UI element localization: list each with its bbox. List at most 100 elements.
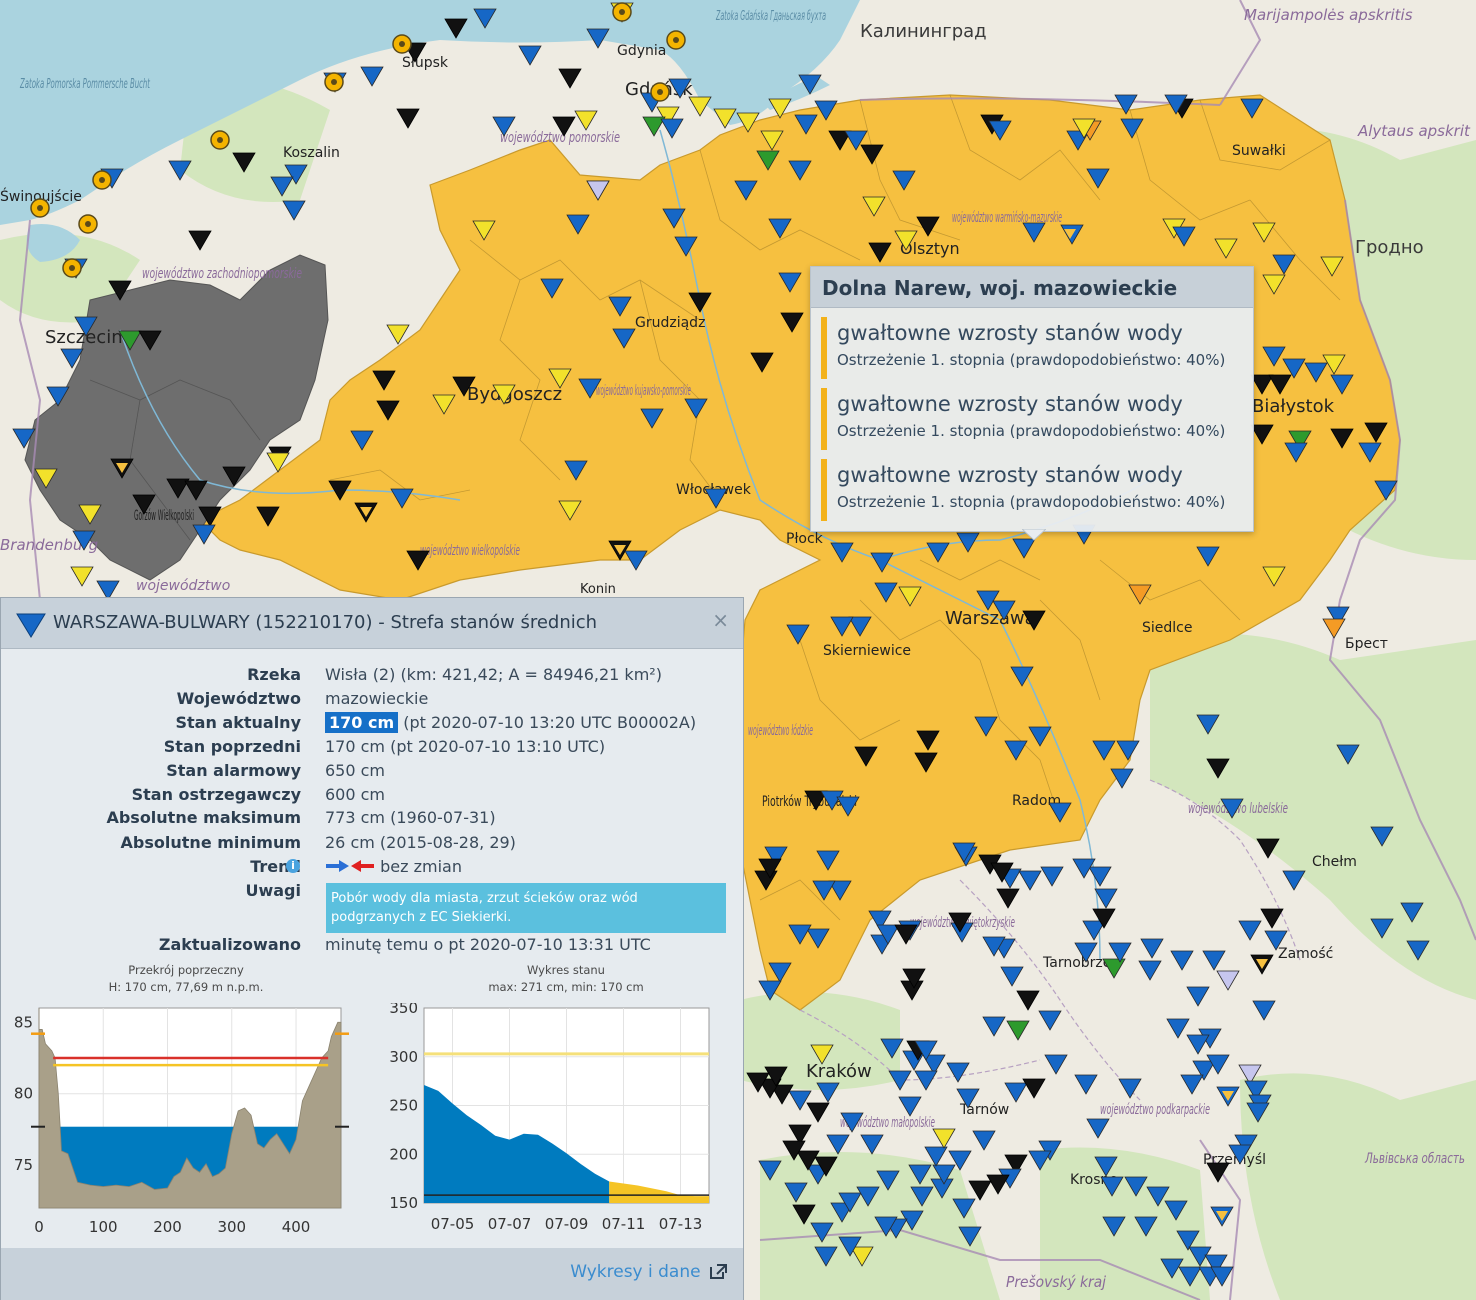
station-marker[interactable] [1228, 1144, 1252, 1165]
station-marker[interactable] [830, 616, 854, 637]
station-marker[interactable] [60, 348, 84, 369]
station-marker[interactable] [1120, 118, 1144, 139]
station-marker[interactable] [1044, 1054, 1068, 1075]
station-marker[interactable] [828, 880, 852, 901]
station-marker[interactable] [1010, 666, 1034, 687]
station-marker[interactable] [492, 384, 516, 405]
station-marker[interactable] [1206, 1054, 1230, 1075]
station-marker[interactable] [916, 730, 940, 751]
station-marker[interactable] [1358, 442, 1382, 463]
station-marker[interactable] [1108, 942, 1132, 963]
station-marker[interactable] [1102, 1216, 1126, 1237]
station-marker[interactable] [473, 8, 497, 29]
station-marker[interactable] [1196, 714, 1220, 735]
station-marker[interactable] [1038, 1140, 1062, 1161]
station-marker[interactable] [758, 858, 782, 879]
station-marker[interactable] [192, 524, 216, 545]
station-marker[interactable] [814, 100, 838, 121]
station-marker[interactable] [12, 428, 36, 449]
station-marker[interactable] [396, 108, 420, 129]
station-marker[interactable] [958, 1226, 982, 1247]
station-marker[interactable] [788, 1124, 812, 1145]
station-marker[interactable] [1186, 986, 1210, 1007]
station-marker[interactable] [548, 368, 572, 389]
station-marker[interactable] [988, 120, 1012, 141]
station-marker[interactable] [1256, 838, 1280, 859]
station-marker[interactable] [756, 150, 780, 171]
station-marker[interactable] [1196, 546, 1220, 567]
station-marker[interactable] [662, 208, 686, 229]
station-marker[interactable] [1094, 888, 1118, 909]
station-marker[interactable] [768, 218, 792, 239]
station-marker[interactable] [1336, 744, 1360, 765]
station-marker[interactable] [792, 1204, 816, 1225]
station-marker[interactable] [564, 460, 588, 481]
station-marker[interactable] [1264, 930, 1288, 951]
station-marker[interactable] [1250, 424, 1274, 445]
station-marker[interactable] [914, 1040, 938, 1061]
station-marker[interactable] [1082, 920, 1106, 941]
station-marker[interactable] [856, 1186, 880, 1207]
station-marker[interactable] [952, 842, 976, 863]
station-marker[interactable] [1040, 866, 1064, 887]
station-marker[interactable] [952, 1198, 976, 1219]
station-marker[interactable] [924, 1146, 948, 1167]
station-marker[interactable] [1100, 1176, 1124, 1197]
station-marker[interactable] [768, 98, 792, 119]
station-marker[interactable] [788, 160, 812, 181]
station-marker[interactable] [910, 1186, 934, 1207]
station-marker[interactable] [704, 488, 728, 509]
station-marker[interactable] [444, 18, 468, 39]
station-marker[interactable] [1018, 870, 1042, 891]
station-marker[interactable] [188, 230, 212, 251]
station-marker[interactable] [1088, 866, 1112, 887]
station-marker[interactable] [932, 1128, 956, 1149]
station-marker[interactable] [78, 504, 102, 525]
station-marker[interactable] [1206, 1162, 1230, 1183]
station-marker[interactable] [1086, 1118, 1110, 1139]
station-marker[interactable] [1238, 920, 1262, 941]
station-marker[interactable] [1092, 740, 1116, 761]
station-marker[interactable] [138, 330, 162, 351]
station-marker[interactable] [844, 130, 868, 151]
station-marker[interactable] [902, 968, 926, 989]
station-marker[interactable] [874, 582, 898, 603]
station-marker[interactable] [1140, 938, 1164, 959]
station-marker[interactable] [1406, 940, 1430, 961]
station-marker[interactable] [1022, 1078, 1046, 1099]
station-marker[interactable] [540, 278, 564, 299]
station-marker[interactable] [1102, 958, 1126, 979]
station-marker[interactable] [992, 600, 1016, 621]
station-marker[interactable] [282, 200, 306, 221]
station-markers[interactable] [12, 2, 1430, 1287]
charts-and-data-link[interactable]: Wykresy i dane [570, 1262, 727, 1282]
station-marker[interactable] [764, 846, 788, 867]
station-marker[interactable] [1220, 798, 1244, 819]
station-marker[interactable] [770, 1084, 794, 1105]
station-marker[interactable] [1128, 584, 1152, 605]
station-marker[interactable] [1322, 354, 1346, 375]
station-marker[interactable] [946, 1062, 970, 1083]
station-marker[interactable] [558, 68, 582, 89]
station-marker[interactable] [1012, 538, 1036, 559]
station-marker[interactable] [838, 1236, 862, 1257]
station-marker[interactable] [256, 506, 280, 527]
station-marker[interactable] [812, 880, 836, 901]
station-marker[interactable] [688, 292, 712, 313]
station-marker[interactable] [518, 45, 542, 66]
station-marker[interactable] [668, 78, 692, 99]
station-marker[interactable] [74, 316, 98, 337]
station-marker[interactable] [166, 478, 190, 499]
station-marker[interactable] [1074, 1074, 1098, 1095]
station-marker[interactable] [1272, 254, 1296, 275]
station-marker[interactable] [976, 590, 1000, 611]
station-marker[interactable] [860, 1134, 884, 1155]
station-marker[interactable] [1178, 1266, 1202, 1287]
station-marker[interactable] [118, 330, 142, 351]
station-marker[interactable] [1004, 740, 1028, 761]
station-marker[interactable] [798, 74, 822, 95]
station-marker[interactable] [898, 1096, 922, 1117]
station-marker[interactable] [1262, 566, 1286, 587]
station-marker[interactable] [874, 1216, 898, 1237]
station-marker[interactable] [848, 616, 872, 637]
